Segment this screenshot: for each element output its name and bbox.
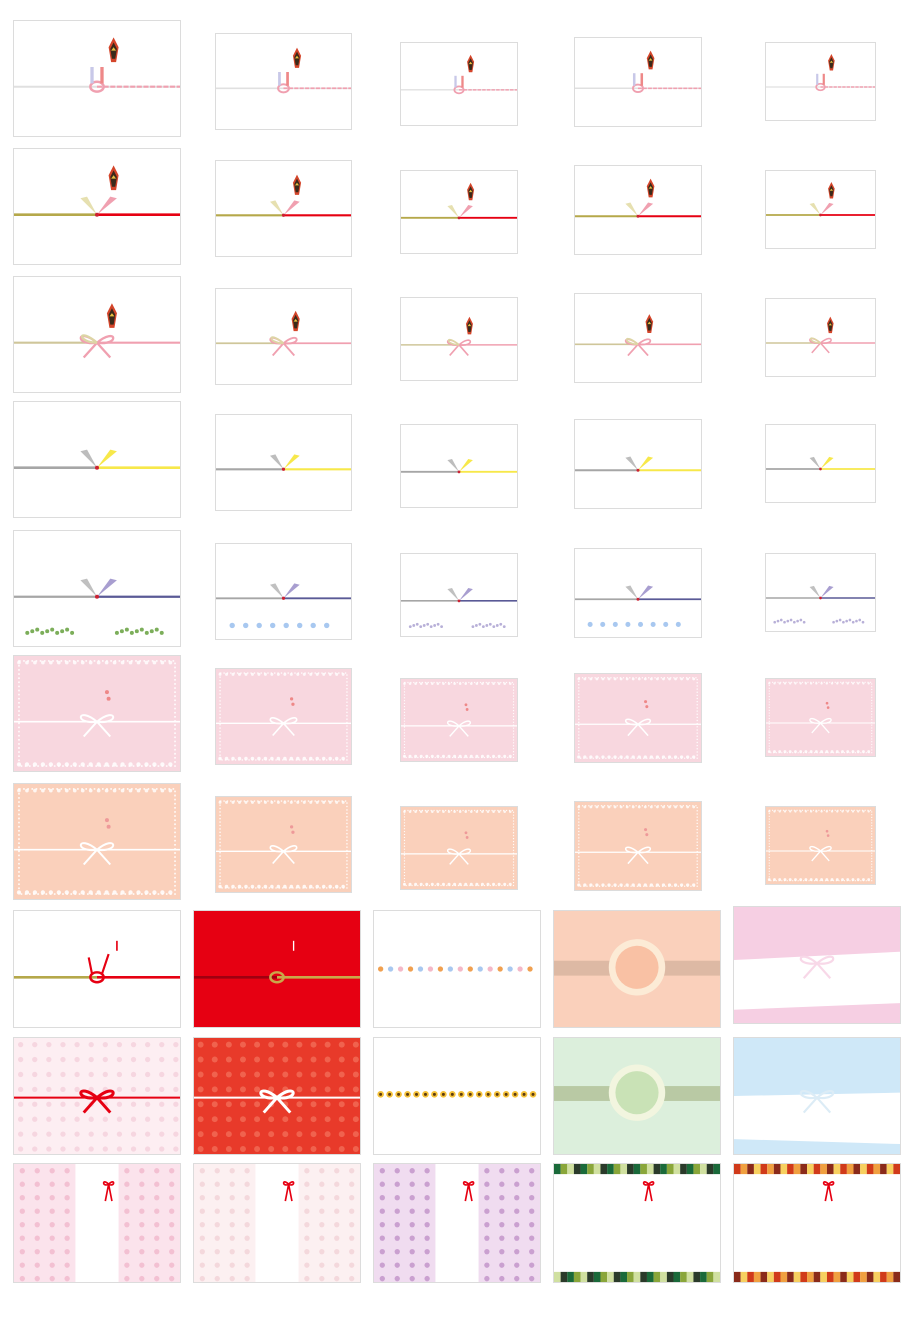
envelope-card[interactable] <box>765 424 876 503</box>
noshi-icon <box>828 54 835 71</box>
envelope-card[interactable] <box>733 1163 901 1283</box>
noshi-icon <box>827 316 834 334</box>
envelope-card[interactable] <box>215 160 352 257</box>
envelope-card[interactable] <box>574 548 702 638</box>
envelope-card[interactable] <box>193 1163 361 1283</box>
envelope-card[interactable] <box>400 42 518 126</box>
envelope-card[interactable] <box>13 530 181 647</box>
envelope-card[interactable] <box>215 288 352 385</box>
envelope-card[interactable] <box>215 33 352 130</box>
envelope-card[interactable] <box>13 148 181 265</box>
envelope-card[interactable] <box>733 906 901 1024</box>
envelope-card[interactable] <box>400 806 518 890</box>
envelope-card[interactable] <box>400 424 518 508</box>
flower-icon <box>25 627 164 635</box>
envelope-card[interactable] <box>193 1037 361 1155</box>
envelope-card[interactable] <box>400 170 518 254</box>
noshi-icon <box>645 314 654 333</box>
envelope-card[interactable] <box>553 910 721 1028</box>
ribbon-icon <box>642 1181 655 1202</box>
ribbon-icon <box>282 1181 295 1202</box>
noshi-icon <box>291 310 300 332</box>
envelope-card[interactable] <box>13 655 181 772</box>
envelope-card[interactable] <box>765 170 876 249</box>
envelope-card[interactable] <box>553 1037 721 1155</box>
envelope-card[interactable] <box>400 297 518 381</box>
noshi-icon <box>646 50 655 70</box>
flower-icon <box>773 618 865 624</box>
envelope-card[interactable] <box>373 910 541 1028</box>
flower-icon <box>408 622 506 629</box>
envelope-card[interactable] <box>13 276 181 393</box>
envelope-card[interactable] <box>13 1037 181 1155</box>
envelope-card[interactable] <box>574 165 702 255</box>
noshi-icon <box>646 178 655 198</box>
envelope-card[interactable] <box>765 42 876 121</box>
noshi-icon <box>106 303 117 328</box>
envelope-card[interactable] <box>215 543 352 640</box>
envelope-card[interactable] <box>553 1163 721 1283</box>
envelope-card[interactable] <box>574 37 702 127</box>
envelope-card[interactable] <box>400 678 518 762</box>
noshi-icon <box>467 182 475 201</box>
envelope-card[interactable] <box>13 20 181 137</box>
envelope-card[interactable] <box>373 1163 541 1283</box>
envelope-card[interactable] <box>765 678 876 757</box>
envelope-card[interactable] <box>13 401 181 518</box>
ribbon-icon <box>102 1181 115 1202</box>
ribbon-icon <box>462 1181 475 1202</box>
noshi-icon <box>108 165 119 191</box>
noshi-icon <box>292 174 302 195</box>
envelope-card[interactable] <box>574 801 702 891</box>
noshi-icon <box>828 182 835 199</box>
envelope-card[interactable] <box>193 910 361 1028</box>
envelope-card[interactable] <box>373 1037 541 1155</box>
noshi-icon <box>467 54 475 73</box>
envelope-card[interactable] <box>765 806 876 885</box>
envelope-card[interactable] <box>765 298 876 377</box>
noshi-icon <box>108 37 119 63</box>
envelope-card[interactable] <box>215 668 352 765</box>
envelope-card[interactable] <box>13 910 181 1028</box>
envelope-card[interactable] <box>400 553 518 637</box>
envelope-card[interactable] <box>13 1163 181 1283</box>
envelope-card[interactable] <box>765 553 876 632</box>
ribbon-icon <box>822 1181 835 1202</box>
envelope-card[interactable] <box>574 293 702 383</box>
envelope-card[interactable] <box>215 796 352 893</box>
envelope-card[interactable] <box>574 419 702 509</box>
envelope-card[interactable] <box>733 1037 901 1155</box>
envelope-card[interactable] <box>215 414 352 511</box>
envelope-card[interactable] <box>574 673 702 763</box>
noshi-icon <box>292 47 302 68</box>
noshi-icon <box>465 316 473 335</box>
envelope-card[interactable] <box>13 783 181 900</box>
